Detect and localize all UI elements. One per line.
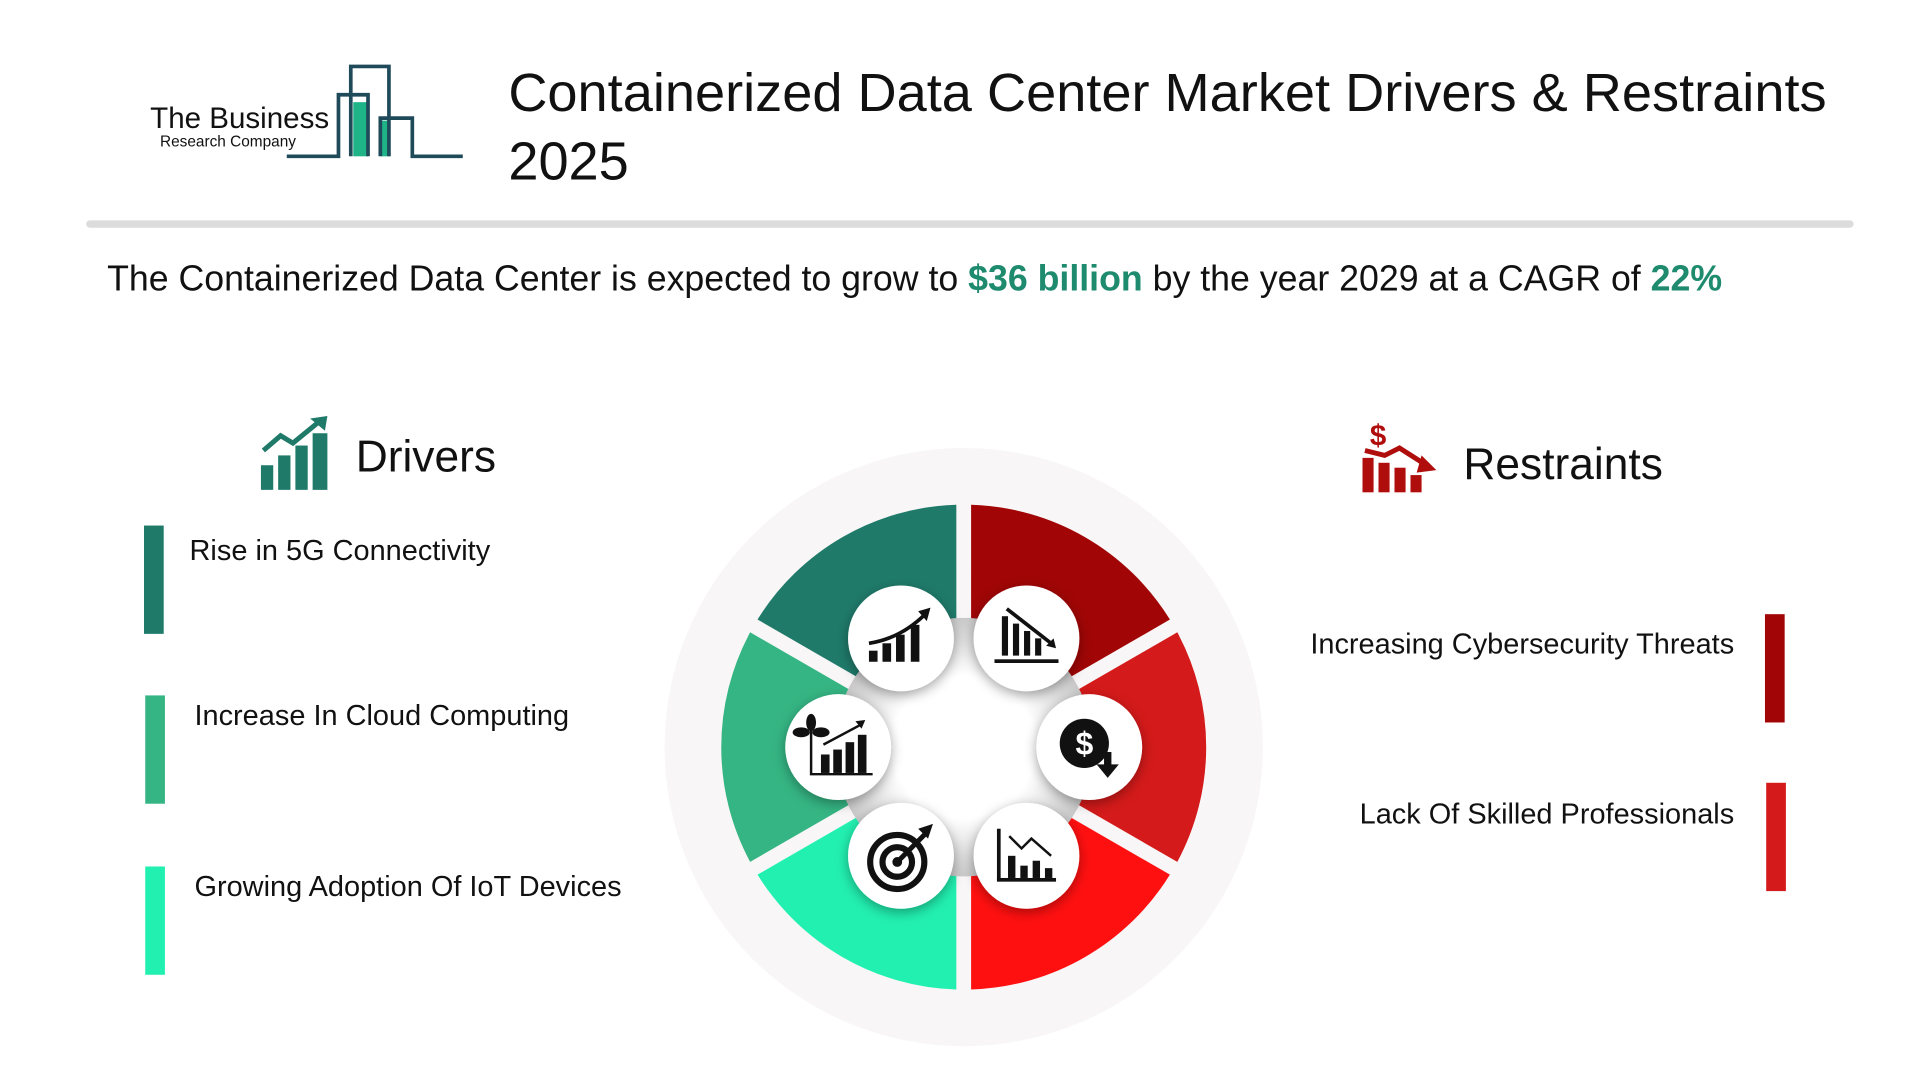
driver-item: Growing Adoption Of IoT Devices [194,870,622,903]
restraint-bar [1764,614,1785,723]
page-title: Containerized Data Center Market Drivers… [508,62,1827,193]
cagr-value: 22% [1650,259,1723,300]
market-value: $36 billion [968,259,1143,300]
falling-line-chart-icon [973,802,1080,909]
summary-middle: by the year 2029 at a CAGR of [1142,259,1651,300]
restraint-item: Increasing Cybersecurity Threats [1310,627,1735,660]
restraint-bar [1766,782,1786,892]
target-arrow-icon [848,802,954,909]
restraint-item: Lack Of Skilled Professionals [1359,797,1735,830]
declining-bar-chart-icon [973,585,1080,692]
driver-item: Increase In Cloud Computing [194,699,570,732]
driver-bar [144,525,164,634]
rising-chart-icon [848,585,954,692]
divider [86,220,1854,228]
driver-item: Rise in 5G Connectivity [189,534,491,567]
svg-text:$: $ [1370,420,1386,453]
svg-text:$: $ [1075,725,1093,761]
dollar-down-icon: $ [1036,694,1143,801]
drivers-restraints-wheel: $ [664,448,1263,1047]
logo-buildings-icon [286,64,463,159]
logo-line1: The Business [150,102,330,136]
plant-growth-chart-icon [785,694,892,801]
driver-bar [145,695,165,804]
restraints-heading: Restraints [1463,438,1663,489]
drivers-heading: Drivers [355,430,497,482]
company-logo: The Business Research Company [148,62,468,167]
growth-chart-icon [258,414,332,499]
summary-text: The Containerized Data Center is expecte… [107,260,1722,301]
logo-line2: Research Company [160,132,296,151]
driver-bar [145,866,165,975]
declining-dollar-chart-icon: $ [1360,416,1439,501]
summary-prefix: The Containerized Data Center is expecte… [107,259,969,300]
